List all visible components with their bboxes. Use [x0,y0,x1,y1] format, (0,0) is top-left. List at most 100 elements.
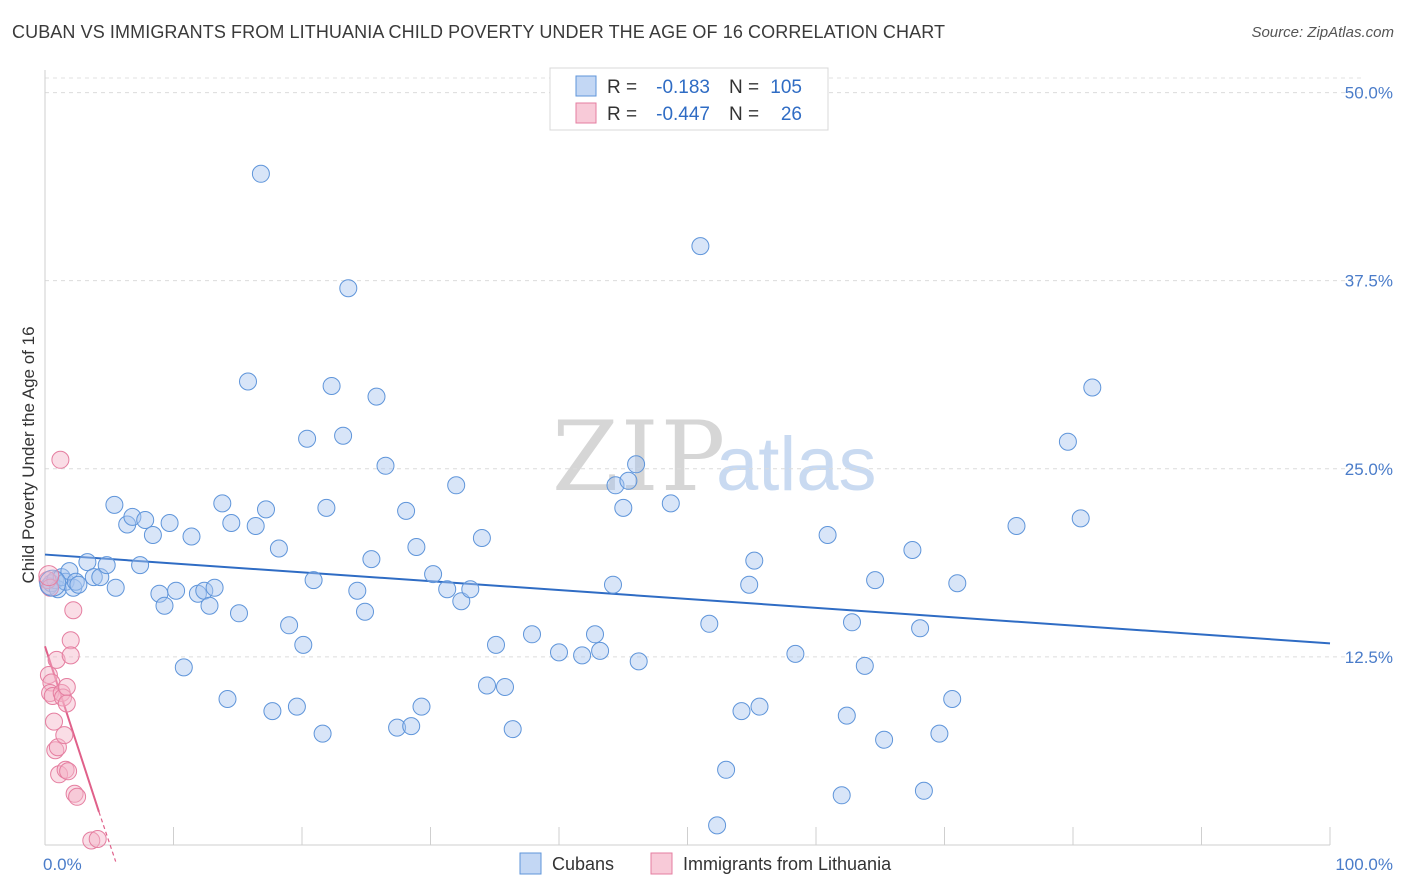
cubans-point-23 [160,514,179,532]
cubans-point-31 [213,494,232,513]
watermark-atlas: atlas [716,422,877,507]
cubans-point-107 [1071,509,1090,528]
lithuania-point-18 [61,631,80,650]
cubans-point-106 [1058,432,1077,451]
cubans-point-52 [356,602,374,621]
cubans-point-42 [287,697,306,716]
legend-r-label-1: R = [607,104,637,125]
lithuania-point-15 [57,678,76,696]
series-legend: Cubans Immigrants from Lithuania [519,852,892,875]
cubans-point-24 [167,581,186,600]
x-tick-label-1: 100.0% [1335,855,1393,874]
lithuania-point-6 [45,712,63,731]
cubans-point-33 [222,514,241,532]
cubans-point-38 [257,500,275,519]
cubans-point-53 [362,550,381,569]
y-tick-label-3: 50.0% [1345,84,1393,103]
cubans-point-36 [246,517,265,535]
cubans-point-98 [875,730,894,749]
chart-title: CUBAN VS IMMIGRANTS FROM LITHUANIA CHILD… [12,22,946,42]
cubans-point-65 [461,580,480,599]
cubans-point-96 [855,656,874,675]
lithuania-point-8 [47,650,66,669]
cubans-point-99 [903,541,922,559]
lithuania-point-22 [68,787,87,806]
cubans-point-10 [78,553,97,572]
cubans-point-101 [914,781,933,800]
cubans-point-79 [619,471,638,490]
cubans-point-67 [478,676,496,695]
cubans-point-34 [230,604,248,623]
cubans-point-87 [732,702,751,721]
cubans-point-100 [911,619,930,638]
cubans-point-37 [251,164,270,183]
lithuania-point-20 [64,601,83,620]
lithuania-point-7 [46,741,65,760]
watermark-zip: ZIP [552,401,727,513]
cubans-point-95 [843,613,861,632]
lithuania-point-16 [57,694,76,713]
y-tick-label-1: 25.0% [1345,460,1393,479]
grid-lines [45,77,1365,658]
cubans-point-50 [339,279,358,298]
cubans-point-83 [691,237,710,256]
cubans-point-51 [348,581,367,600]
cubans-point-85 [708,816,727,835]
trend-line-0 [44,553,1331,645]
cubans-point-63 [447,476,466,495]
series-legend-swatch-1 [650,852,673,875]
cubans-point-60 [412,697,431,716]
cubans-point-20 [143,526,162,544]
y-tick-labels: 12.5% 25.0% 37.5% 50.0% [1345,84,1393,667]
series-legend-label-0: Cubans [552,854,614,874]
cubans-point-9 [69,575,88,594]
source-label: Source: ZipAtlas.com [1251,24,1394,41]
cubans-point-18 [131,556,150,575]
cubans-point-80 [627,455,646,474]
cubans-point-93 [832,786,851,805]
cubans-point-55 [376,456,395,475]
lithuania-point-17 [59,762,78,781]
cubans-point-102 [930,724,949,743]
series-legend-label-1: Immigrants from Lithuania [683,854,892,874]
cubans-point-73 [573,646,592,665]
legend-r-value-0: -0.183 [656,77,710,98]
cubans-point-103 [943,690,962,708]
cubans-point-97 [866,571,885,590]
legend-n-value-1: 26 [781,104,802,125]
cubans-point-22 [155,596,174,615]
cubans-point-89 [750,697,769,716]
lithuania-point-21 [65,784,84,803]
cubans-point-104 [948,574,967,593]
trend-lines [44,553,1331,862]
cubans-point-78 [614,498,633,517]
cubans-point-108 [1083,378,1102,397]
lithuania-point-2 [39,666,58,684]
lithuania-cluster-point [38,565,60,587]
cubans-point-15 [105,495,124,514]
cubans-point-66 [472,529,491,547]
lithuania-point-25 [88,830,107,848]
cubans-point-86 [717,760,736,779]
legend-n-value-0: 105 [770,77,802,98]
lithuania-point-23 [51,450,70,469]
y-tick-label-0: 12.5% [1345,648,1393,667]
legend-r-label-0: R = [607,77,637,98]
legend-n-label-1: N = [729,104,759,125]
cubans-point-13 [97,556,116,575]
cubans-point-92 [818,526,837,544]
cubans-point-74 [586,625,604,644]
y-axis-title: Child Poverty Under the Age of 16 [19,326,38,583]
lithuania-point-13 [55,726,74,745]
cubans-point-25 [174,658,193,677]
correlation-legend: R = -0.183 N = 105 R = -0.447 N = 26 [549,67,829,131]
cubans-point-46 [313,724,332,743]
cubans-point-8 [66,572,85,591]
cubans-point-56 [388,718,407,737]
cubans-point-44 [298,429,317,448]
cubans-point-75 [591,641,610,660]
cubans-point-11 [84,568,103,587]
cubans-point-43 [294,635,313,654]
